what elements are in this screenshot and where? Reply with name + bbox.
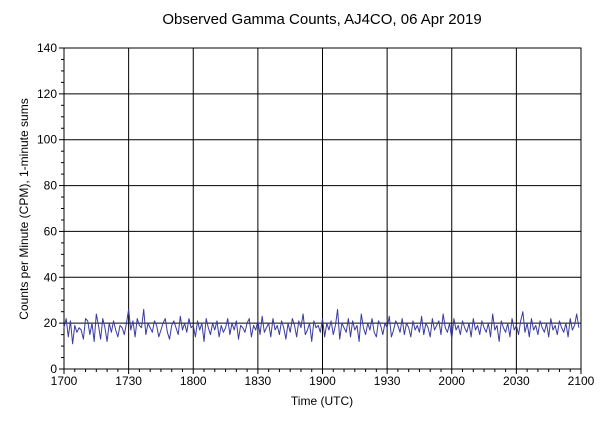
x-axis-label: Time (UTC) (291, 394, 353, 408)
x-tick-label: 1730 (115, 374, 142, 388)
series-line-0 (63, 308, 580, 345)
x-tick-label: 1700 (51, 374, 78, 388)
x-tick-label: 1800 (180, 374, 207, 388)
y-tick-label: 40 (44, 270, 58, 284)
y-tick-label: 0 (50, 362, 57, 376)
y-axis-label: Counts per Minute (CPM), 1-minute sums (17, 98, 31, 319)
x-tick-label: 1900 (309, 374, 336, 388)
x-tick-label: 2030 (503, 374, 530, 388)
x-tick-label: 2100 (568, 374, 595, 388)
chart-title: Observed Gamma Counts, AJ4CO, 06 Apr 201… (162, 11, 481, 28)
y-axis-ticks: 0 20 40 60 80 100 120 140 (37, 41, 64, 376)
y-tick-label: 60 (44, 224, 58, 238)
y-tick-label: 80 (44, 179, 58, 193)
x-tick-label: 1930 (374, 374, 401, 388)
x-axis-ticks: 1700 1730 1800 1830 1900 1930 2000 2030 2100 (51, 369, 595, 388)
x-tick-label: 2000 (438, 374, 465, 388)
y-tick-label: 20 (44, 316, 58, 330)
x-tick-label: 1830 (245, 374, 272, 388)
y-tick-label: 120 (37, 87, 57, 101)
y-tick-label: 140 (37, 41, 57, 55)
series-layer (63, 308, 580, 345)
grid-lines (64, 48, 581, 369)
y-tick-label: 100 (37, 133, 57, 147)
